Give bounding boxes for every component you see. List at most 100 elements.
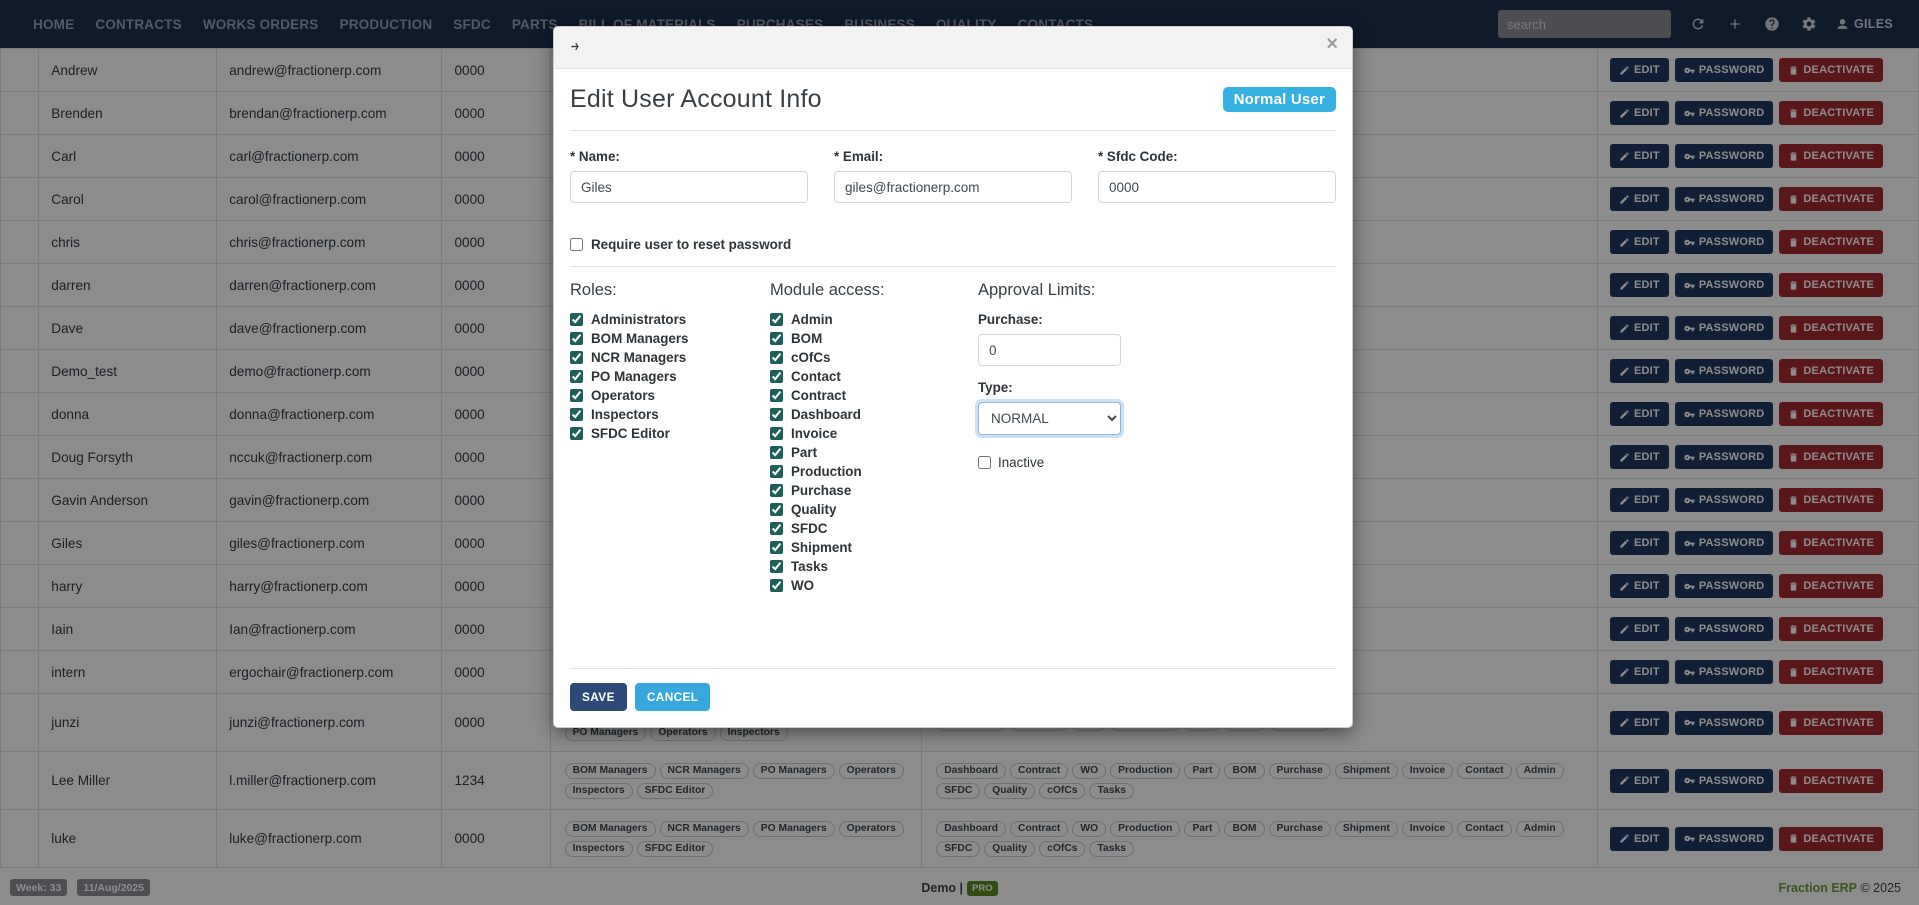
nav-link-works-orders[interactable]: WORKS ORDERS bbox=[202, 16, 319, 32]
module-checkbox-wo[interactable] bbox=[770, 579, 783, 592]
password-button[interactable]: PASSWORD bbox=[1674, 660, 1774, 684]
edit-button[interactable]: EDIT bbox=[1609, 402, 1669, 426]
edit-button[interactable]: EDIT bbox=[1609, 488, 1669, 512]
edit-button[interactable]: EDIT bbox=[1609, 316, 1669, 340]
module-checkbox-dashboard[interactable] bbox=[770, 408, 783, 421]
role-label[interactable]: Administrators bbox=[591, 312, 687, 327]
nav-link-contracts[interactable]: CONTRACTS bbox=[95, 16, 182, 32]
edit-button[interactable]: EDIT bbox=[1609, 101, 1669, 125]
role-label[interactable]: PO Managers bbox=[591, 369, 677, 384]
type-select[interactable]: NORMAL bbox=[978, 402, 1121, 435]
nav-link-sfdc[interactable]: SFDC bbox=[453, 16, 491, 32]
modal-header[interactable]: × bbox=[554, 27, 1352, 69]
move-icon[interactable] bbox=[568, 39, 586, 57]
module-label[interactable]: Production bbox=[791, 464, 862, 479]
password-button[interactable]: PASSWORD bbox=[1674, 826, 1774, 851]
inactive-label[interactable]: Inactive bbox=[998, 455, 1045, 470]
role-label[interactable]: BOM Managers bbox=[591, 331, 689, 346]
password-button[interactable]: PASSWORD bbox=[1674, 574, 1774, 598]
module-label[interactable]: BOM bbox=[791, 331, 823, 346]
module-label[interactable]: Part bbox=[791, 445, 818, 460]
deactivate-button[interactable]: DEACTIVATE bbox=[1779, 574, 1884, 598]
edit-button[interactable]: EDIT bbox=[1609, 58, 1669, 82]
module-checkbox-cofcs[interactable] bbox=[770, 351, 783, 364]
password-button[interactable]: PASSWORD bbox=[1674, 273, 1774, 297]
role-checkbox-po-managers[interactable] bbox=[570, 370, 583, 383]
edit-button[interactable]: EDIT bbox=[1609, 144, 1669, 168]
module-checkbox-bom[interactable] bbox=[770, 332, 783, 345]
edit-button[interactable]: EDIT bbox=[1609, 660, 1669, 684]
password-button[interactable]: PASSWORD bbox=[1674, 617, 1774, 641]
module-label[interactable]: Dashboard bbox=[791, 407, 861, 422]
cancel-button[interactable]: CANCEL bbox=[634, 683, 711, 711]
gear-icon[interactable] bbox=[1799, 14, 1819, 34]
deactivate-button[interactable]: DEACTIVATE bbox=[1779, 660, 1884, 684]
password-button[interactable]: PASSWORD bbox=[1674, 230, 1774, 254]
module-checkbox-admin[interactable] bbox=[770, 313, 783, 326]
module-label[interactable]: Purchase bbox=[791, 483, 852, 498]
nav-link-home[interactable]: HOME bbox=[33, 16, 75, 32]
password-button[interactable]: PASSWORD bbox=[1674, 445, 1774, 469]
deactivate-button[interactable]: DEACTIVATE bbox=[1779, 273, 1884, 297]
edit-button[interactable]: EDIT bbox=[1609, 359, 1669, 383]
edit-button[interactable]: EDIT bbox=[1609, 273, 1669, 297]
deactivate-button[interactable]: DEACTIVATE bbox=[1779, 488, 1884, 512]
deactivate-button[interactable]: DEACTIVATE bbox=[1779, 617, 1884, 641]
deactivate-button[interactable]: DEACTIVATE bbox=[1779, 402, 1884, 426]
password-button[interactable]: PASSWORD bbox=[1674, 187, 1774, 211]
module-checkbox-sfdc[interactable] bbox=[770, 522, 783, 535]
deactivate-button[interactable]: DEACTIVATE bbox=[1779, 710, 1884, 735]
password-button[interactable]: PASSWORD bbox=[1674, 710, 1774, 735]
module-label[interactable]: Contact bbox=[791, 369, 841, 384]
edit-button[interactable]: EDIT bbox=[1609, 710, 1669, 735]
password-button[interactable]: PASSWORD bbox=[1674, 488, 1774, 512]
module-checkbox-production[interactable] bbox=[770, 465, 783, 478]
role-checkbox-sfdc-editor[interactable] bbox=[570, 427, 583, 440]
module-checkbox-contact[interactable] bbox=[770, 370, 783, 383]
deactivate-button[interactable]: DEACTIVATE bbox=[1779, 230, 1884, 254]
deactivate-button[interactable]: DEACTIVATE bbox=[1779, 531, 1884, 555]
module-label[interactable]: cOfCs bbox=[791, 350, 831, 365]
password-button[interactable]: PASSWORD bbox=[1674, 768, 1774, 793]
search-input[interactable] bbox=[1497, 10, 1671, 38]
save-button[interactable]: SAVE bbox=[570, 683, 627, 711]
edit-button[interactable]: EDIT bbox=[1609, 617, 1669, 641]
password-button[interactable]: PASSWORD bbox=[1674, 531, 1774, 555]
deactivate-button[interactable]: DEACTIVATE bbox=[1779, 445, 1884, 469]
edit-button[interactable]: EDIT bbox=[1609, 230, 1669, 254]
module-label[interactable]: WO bbox=[791, 578, 815, 593]
module-checkbox-invoice[interactable] bbox=[770, 427, 783, 440]
deactivate-button[interactable]: DEACTIVATE bbox=[1779, 826, 1884, 851]
deactivate-button[interactable]: DEACTIVATE bbox=[1779, 101, 1884, 125]
sfdc-input[interactable] bbox=[1098, 171, 1336, 203]
deactivate-button[interactable]: DEACTIVATE bbox=[1779, 187, 1884, 211]
role-checkbox-administrators[interactable] bbox=[570, 313, 583, 326]
role-label[interactable]: Operators bbox=[591, 388, 655, 403]
password-button[interactable]: PASSWORD bbox=[1674, 359, 1774, 383]
require-reset-checkbox[interactable] bbox=[570, 238, 583, 251]
module-checkbox-shipment[interactable] bbox=[770, 541, 783, 554]
role-checkbox-operators[interactable] bbox=[570, 389, 583, 402]
name-input[interactable] bbox=[570, 171, 808, 203]
module-label[interactable]: Quality bbox=[791, 502, 837, 517]
module-label[interactable]: Contract bbox=[791, 388, 847, 403]
nav-link-production[interactable]: PRODUCTION bbox=[339, 16, 433, 32]
user-menu[interactable]: GILES bbox=[1836, 17, 1893, 31]
module-label[interactable]: Shipment bbox=[791, 540, 853, 555]
role-checkbox-bom-managers[interactable] bbox=[570, 332, 583, 345]
module-label[interactable]: Invoice bbox=[791, 426, 838, 441]
password-button[interactable]: PASSWORD bbox=[1674, 58, 1774, 82]
require-reset-label[interactable]: Require user to reset password bbox=[591, 237, 792, 252]
inactive-checkbox[interactable] bbox=[978, 456, 991, 469]
edit-button[interactable]: EDIT bbox=[1609, 445, 1669, 469]
module-checkbox-tasks[interactable] bbox=[770, 560, 783, 573]
module-label[interactable]: SFDC bbox=[791, 521, 828, 536]
role-checkbox-inspectors[interactable] bbox=[570, 408, 583, 421]
close-icon[interactable]: × bbox=[1326, 33, 1338, 55]
password-button[interactable]: PASSWORD bbox=[1674, 402, 1774, 426]
edit-button[interactable]: EDIT bbox=[1609, 826, 1669, 851]
module-label[interactable]: Admin bbox=[791, 312, 833, 327]
plus-icon[interactable] bbox=[1725, 14, 1745, 34]
edit-button[interactable]: EDIT bbox=[1609, 531, 1669, 555]
module-checkbox-quality[interactable] bbox=[770, 503, 783, 516]
